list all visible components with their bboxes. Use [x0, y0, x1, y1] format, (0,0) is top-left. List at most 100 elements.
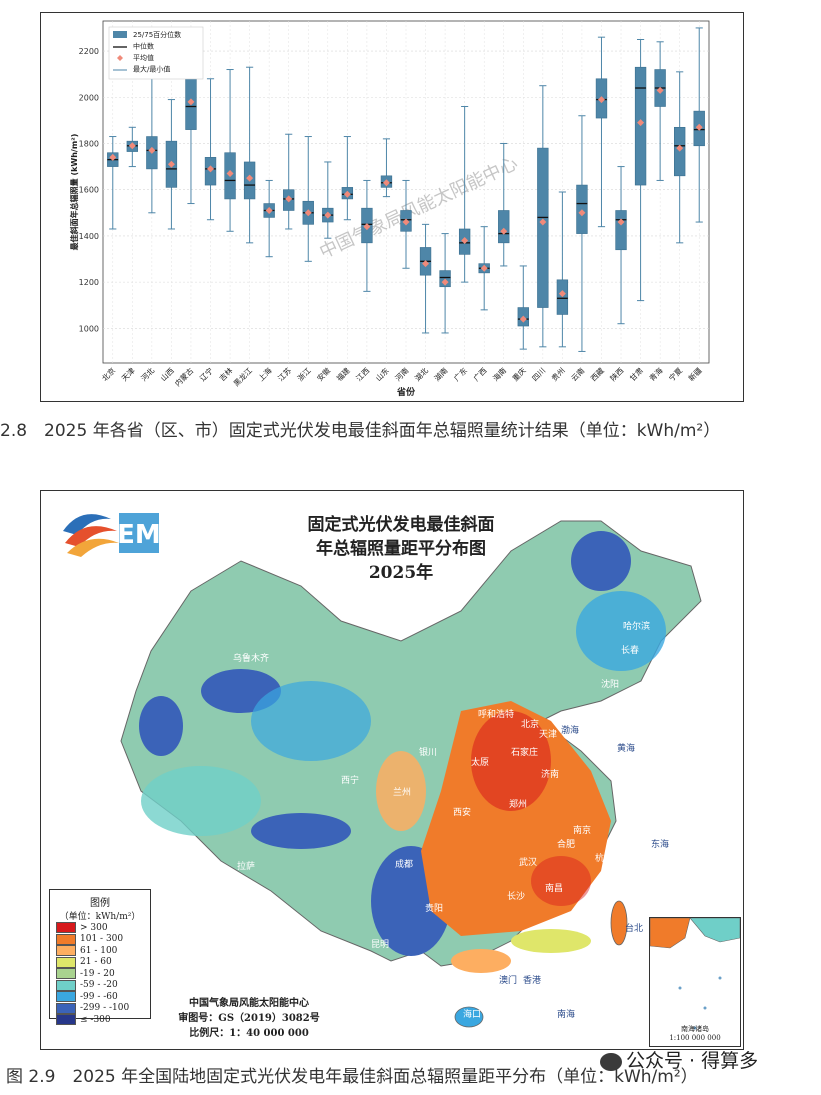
map-title-line-3: 2025年 — [368, 563, 434, 583]
mean-marker — [324, 211, 332, 219]
x-tick-label: 辽宁 — [197, 365, 215, 383]
x-tick-label: 天津 — [120, 366, 137, 383]
city-label: 拉萨 — [237, 862, 256, 872]
x-tick-label: 黑龙江 — [231, 365, 254, 388]
x-tick-label: 贵州 — [549, 365, 567, 383]
legend-entry: 25/75百分位数 — [133, 30, 181, 39]
y-tick-label: 1800 — [79, 139, 99, 148]
sea-label: 黄海 — [617, 744, 636, 754]
wechat-watermark: 公众号 · 得算多 — [600, 1046, 758, 1073]
mean-marker — [617, 218, 625, 226]
x-tick-label: 四川 — [530, 366, 547, 383]
x-tick-label: 江西 — [354, 366, 371, 383]
y-tick-label: 2200 — [79, 47, 99, 56]
legend-swatch — [56, 956, 76, 968]
y-axis-label: 最佳斜面年总辐照量 (kWh/m²) — [69, 134, 79, 251]
svg-text:EM: EM — [117, 520, 161, 550]
x-tick-label: 海南 — [490, 365, 508, 383]
y-tick-label: 2000 — [79, 93, 99, 102]
city-label: 郑州 — [509, 800, 528, 810]
city-label: 兰州 — [393, 788, 412, 798]
boxplot-frame: 1000 1200 1400 1600 1800 2000 2200 中国气象局风能太阳能中心… — [40, 12, 744, 402]
mean-marker — [304, 209, 312, 217]
sea-label: 东海 — [651, 840, 670, 850]
y-tick-label: 1200 — [79, 278, 99, 287]
legend-item: 21 - 60 — [56, 956, 150, 969]
mean-marker — [441, 278, 449, 286]
map-title-line-2: 年总辐照量距平分布图 — [316, 539, 486, 559]
city-label: 南京 — [573, 826, 592, 836]
mean-marker — [480, 264, 488, 272]
city-label: 杭州 — [595, 854, 614, 864]
footer-review-number: 审图号：GS（2019）3082号 — [178, 1013, 320, 1024]
city-label: 哈尔滨 — [623, 622, 651, 632]
x-tick-label: 河南 — [393, 365, 411, 383]
legend-item: -99 - -60 — [56, 991, 150, 1003]
mean-marker — [343, 190, 351, 198]
legend-item: > 300 — [56, 922, 150, 934]
legend-label: > 300 — [80, 922, 108, 933]
mean-marker — [246, 174, 254, 182]
x-tick-label: 青海 — [647, 365, 665, 383]
x-tick-label: 河北 — [139, 366, 156, 383]
legend-swatch — [56, 933, 76, 945]
mean-marker — [128, 142, 136, 150]
x-tick-label: 甘肃 — [627, 365, 645, 383]
mean-marker — [676, 144, 684, 152]
x-axis-label: 省份 — [396, 386, 416, 398]
y-tick-label: 1600 — [79, 186, 99, 195]
legend-label: -19 - 20 — [80, 968, 115, 979]
legend-label: -99 - -60 — [80, 991, 118, 1002]
mean-marker — [285, 195, 293, 203]
mean-marker — [500, 227, 508, 235]
legend-entry: 平均值 — [133, 53, 154, 62]
legend-swatch — [56, 1002, 76, 1014]
x-tick-label: 内蒙古 — [172, 365, 195, 388]
city-label: 南昌 — [545, 884, 564, 894]
legend-swatch — [56, 991, 76, 1003]
south-china-sea-inset: 南海诸岛 1:100 000 000 — [649, 917, 741, 1047]
mean-marker — [578, 209, 586, 217]
mean-marker — [187, 98, 195, 106]
city-label: 石家庄 — [511, 748, 539, 758]
city-label: 澳门 — [499, 976, 518, 986]
mean-marker — [382, 179, 390, 187]
figure-2-8-caption: 2.8 2025 年各省（区、市）固定式光伏发电最佳斜面年总辐照量统计结果（单位… — [0, 421, 721, 441]
city-label: 长春 — [621, 646, 640, 656]
legend-item: -299 - -100 — [56, 1002, 150, 1015]
box-iqr — [537, 147, 549, 308]
mean-marker — [519, 315, 527, 323]
x-tick-label: 江苏 — [275, 365, 293, 383]
legend-item: ≤ -300 — [56, 1014, 150, 1026]
city-label: 贵阳 — [425, 904, 444, 914]
sea-label: 南海 — [557, 1010, 576, 1020]
x-tick-label: 安徽 — [315, 365, 333, 383]
anomaly-map: EM — [63, 513, 702, 1028]
legend-label: 61 - 100 — [80, 945, 118, 956]
city-label: 南宁 — [451, 972, 470, 982]
footer-scale: 比例尺：1：40 000 000 — [189, 1028, 309, 1039]
x-tick-label: 西藏 — [588, 365, 606, 383]
mean-marker — [637, 119, 645, 127]
legend-unit: （单位：kWh/m²） — [59, 912, 141, 922]
mean-marker — [207, 165, 215, 173]
city-label: 长沙 — [507, 892, 526, 902]
mean-marker — [695, 123, 703, 131]
x-tick-label: 湖北 — [413, 366, 430, 383]
x-tick-label: 重庆 — [510, 365, 528, 383]
city-label: 呼和浩特 — [478, 710, 515, 720]
legend-swatch — [56, 968, 76, 980]
x-tick-label: 浙江 — [295, 365, 313, 383]
city-label: 香港 — [523, 976, 542, 986]
city-label: 济南 — [541, 770, 560, 780]
y-tick-label: 1000 — [79, 324, 99, 333]
em-logo: EM — [117, 513, 161, 553]
mean-marker — [597, 96, 605, 104]
legend-title: 图例 — [90, 898, 110, 909]
y-tick-label: 1400 — [79, 232, 99, 241]
city-label: 武汉 — [519, 858, 538, 868]
footer-org: 中国气象局风能太阳能中心 — [189, 998, 309, 1009]
x-tick-label: 福建 — [334, 365, 352, 383]
legend-swatch — [56, 922, 76, 934]
mean-marker — [422, 260, 430, 268]
